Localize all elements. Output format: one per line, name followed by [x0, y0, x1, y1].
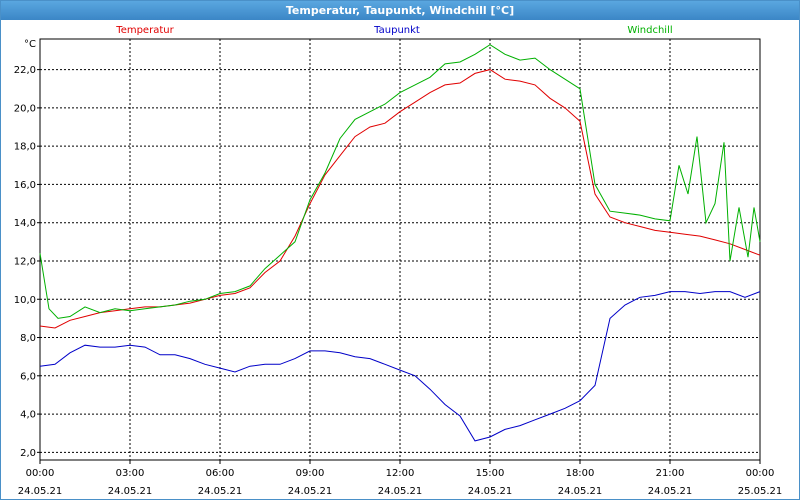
legend-windchill: Windchill — [627, 25, 672, 36]
y-tick-label: 4,0 — [20, 410, 36, 421]
y-tick-label: 14,0 — [14, 218, 36, 229]
x-tick-label-date: 24.05.21 — [378, 486, 423, 497]
x-tick-label-time: 15:00 — [476, 468, 505, 479]
x-tick-label-time: 00:00 — [746, 468, 775, 479]
x-tick-label-time: 03:00 — [116, 468, 145, 479]
x-tick-label-time: 00:00 — [26, 468, 55, 479]
x-tick-label-date: 25.05.21 — [738, 486, 783, 497]
x-tick-label-time: 21:00 — [656, 468, 685, 479]
x-tick-label-time: 09:00 — [296, 468, 325, 479]
x-tick-label-date: 24.05.21 — [558, 486, 603, 497]
x-tick-label-date: 24.05.21 — [108, 486, 153, 497]
legend-temperatur: Temperatur — [115, 25, 174, 36]
x-tick-label-time: 06:00 — [206, 468, 235, 479]
legend-taupunkt: Taupunkt — [373, 25, 420, 36]
x-tick-label-date: 24.05.21 — [468, 486, 513, 497]
plot-area — [39, 38, 761, 461]
y-tick-label: 2,0 — [20, 448, 36, 459]
y-tick-label: 6,0 — [20, 371, 36, 382]
x-tick-label-date: 24.05.21 — [648, 486, 693, 497]
y-tick-label: 10,0 — [14, 295, 36, 306]
y-tick-label: 22,0 — [14, 65, 36, 76]
y-tick-label: 20,0 — [14, 103, 36, 114]
series-line-windchill — [39, 44, 761, 319]
y-tick-label: 8,0 — [20, 333, 36, 344]
y-tick-label: 18,0 — [14, 142, 36, 153]
x-tick-label-date: 24.05.21 — [288, 486, 333, 497]
y-tick-label: 16,0 — [14, 180, 36, 191]
x-tick-label-time: 18:00 — [566, 468, 595, 479]
window-title: Temperatur, Taupunkt, Windchill [°C] — [1, 1, 799, 20]
x-tick-label-time: 12:00 — [386, 468, 415, 479]
x-tick-label-date: 24.05.21 — [18, 486, 63, 497]
y-tick-label: 12,0 — [14, 256, 36, 267]
y-axis-unit: °C — [24, 39, 36, 50]
series-line-taupunkt — [39, 291, 761, 442]
x-tick-label-date: 24.05.21 — [198, 486, 243, 497]
